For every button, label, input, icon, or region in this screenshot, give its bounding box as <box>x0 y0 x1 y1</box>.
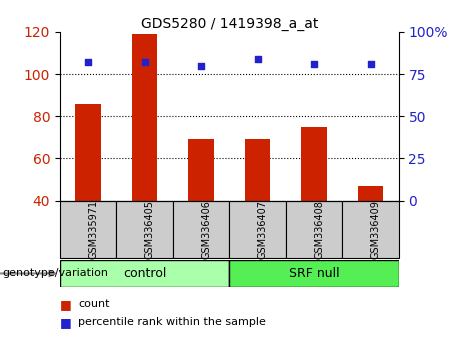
Text: GSM336408: GSM336408 <box>314 200 324 259</box>
Bar <box>116 201 173 258</box>
Text: SRF null: SRF null <box>289 267 339 280</box>
Title: GDS5280 / 1419398_a_at: GDS5280 / 1419398_a_at <box>141 17 318 31</box>
Text: GSM336405: GSM336405 <box>145 200 154 259</box>
Bar <box>60 260 229 287</box>
Text: genotype/variation: genotype/variation <box>2 268 108 279</box>
Bar <box>229 260 399 287</box>
Bar <box>358 186 383 201</box>
Point <box>141 59 148 65</box>
Text: percentile rank within the sample: percentile rank within the sample <box>78 317 266 327</box>
Bar <box>76 104 101 201</box>
Text: GSM336406: GSM336406 <box>201 200 211 259</box>
Bar <box>342 201 399 258</box>
Text: ■: ■ <box>60 316 71 329</box>
Point <box>254 56 261 62</box>
Bar <box>189 139 214 201</box>
Text: GSM336409: GSM336409 <box>371 200 380 259</box>
Bar <box>301 127 327 201</box>
Bar <box>245 139 270 201</box>
Bar <box>286 201 342 258</box>
Bar <box>132 34 157 201</box>
Text: count: count <box>78 299 110 309</box>
Text: ■: ■ <box>60 298 71 311</box>
Text: control: control <box>123 267 166 280</box>
Bar <box>173 201 229 258</box>
Text: GSM336407: GSM336407 <box>258 200 267 259</box>
Point <box>84 59 92 65</box>
Bar <box>229 201 286 258</box>
Point <box>367 61 374 67</box>
Point <box>197 63 205 68</box>
Bar <box>60 201 116 258</box>
Point <box>310 61 318 67</box>
Text: GSM335971: GSM335971 <box>88 200 98 259</box>
